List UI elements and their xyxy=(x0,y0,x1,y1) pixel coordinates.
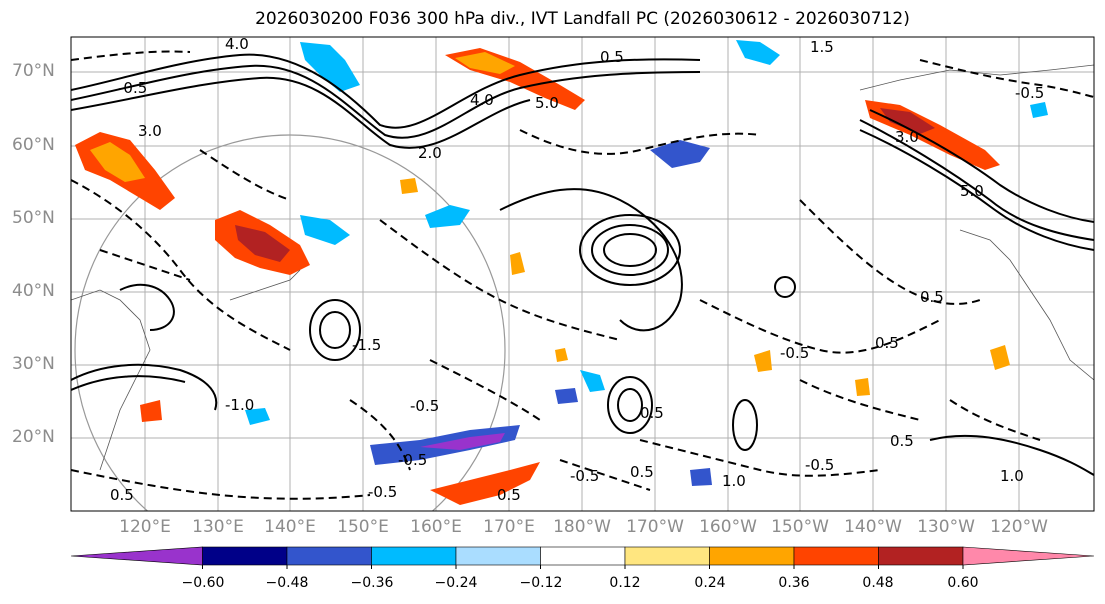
colorbar-tick-label: 0.12 xyxy=(609,575,641,591)
contour-label: 4.0 xyxy=(470,91,494,109)
map-frame xyxy=(70,36,1095,512)
colorbar-cell xyxy=(455,546,541,566)
colorbar-tick-label: −0.24 xyxy=(434,575,478,591)
lat-label: 20°N xyxy=(12,427,55,447)
lon-label: 120°E xyxy=(119,517,171,537)
colorbar-tick-label: 0.48 xyxy=(862,575,894,591)
lat-label: 30°N xyxy=(12,354,55,374)
colorbar-tick-label: 0.36 xyxy=(778,575,810,591)
contour-label: 1.0 xyxy=(722,472,746,490)
colorbar-cell xyxy=(371,546,457,566)
contour-label: 1.0 xyxy=(1000,467,1024,485)
lat-label: 40°N xyxy=(12,281,55,301)
colorbar-cell xyxy=(793,546,879,566)
contour-label: -1.5 xyxy=(352,336,381,354)
colorbar-cells xyxy=(70,546,1095,566)
colorbar-ticks xyxy=(202,565,964,569)
contour-label: 2.0 xyxy=(418,144,442,162)
contour-label: -0.5 xyxy=(398,451,427,469)
lon-label: 130°W xyxy=(917,517,975,537)
contour-label: 0.5 xyxy=(920,288,944,306)
colorbar-cell xyxy=(962,546,1095,566)
contour-labels: 4.0 0.5 -0.5 1.5 3.0 2.0 5.0 4.0 -0.5 0.… xyxy=(110,35,1044,504)
colorbar-cell xyxy=(540,546,626,566)
lon-label: 150°E xyxy=(337,517,389,537)
contour-label: 0.5 xyxy=(497,486,521,504)
lon-label: 140°W xyxy=(844,517,902,537)
lon-label: 160°E xyxy=(410,517,462,537)
contour-label: 5.0 xyxy=(535,94,559,112)
divergence-shading xyxy=(75,40,1048,505)
lat-label: 60°N xyxy=(12,135,55,155)
contour-label: 0.5 xyxy=(875,334,899,352)
graticule xyxy=(71,37,1094,511)
map-title: 2026030200 F036 300 hPa div., IVT Landfa… xyxy=(255,9,910,29)
colorbar-cell xyxy=(202,546,288,566)
contour-label: 4.0 xyxy=(225,35,249,53)
map-plot-area: 4.0 0.5 -0.5 1.5 3.0 2.0 5.0 4.0 -0.5 0.… xyxy=(71,35,1094,511)
contour-label: 3.0 xyxy=(895,128,919,146)
contour-label: 0.5 xyxy=(640,404,664,422)
colorbar xyxy=(70,546,1095,569)
contour-label: 0.5 xyxy=(110,486,134,504)
lon-label: 130°E xyxy=(192,517,244,537)
lon-label: 150°W xyxy=(771,517,829,537)
contour-label: 0.5 xyxy=(890,432,914,450)
contour-label: -0.5 xyxy=(368,483,397,501)
colorbar-cell xyxy=(286,546,372,566)
colorbar-tick-label: −0.12 xyxy=(519,575,563,591)
lon-label: 120°W xyxy=(990,517,1048,537)
colorbar-cell xyxy=(70,546,203,566)
contour-label: -0.5 xyxy=(805,456,834,474)
dashed-contours xyxy=(71,50,1094,500)
colorbar-tick-label: −0.48 xyxy=(265,575,309,591)
contour-label: 3.0 xyxy=(138,122,162,140)
colorbar-tick-label: −0.60 xyxy=(181,575,225,591)
contour-label: -0.5 xyxy=(410,397,439,415)
lat-label: 50°N xyxy=(12,208,55,228)
colorbar-cell xyxy=(709,546,795,566)
lat-label: 70°N xyxy=(12,61,55,81)
colorbar-cell xyxy=(624,546,710,566)
colorbar-cell xyxy=(878,546,964,566)
colorbar-tick-label: −0.36 xyxy=(350,575,394,591)
contour-label: 0.5 xyxy=(630,463,654,481)
lon-label: 170°E xyxy=(483,517,535,537)
lon-label: 140°E xyxy=(264,517,316,537)
contour-label: -0.5 xyxy=(1015,84,1044,102)
contour-label: 1.5 xyxy=(810,38,834,56)
colorbar-tick-label: 0.60 xyxy=(947,575,979,591)
contour-label: -0.5 xyxy=(570,467,599,485)
colorbar-tick-label: 0.24 xyxy=(694,575,726,591)
contour-label: 0.5 xyxy=(600,48,624,66)
coastlines xyxy=(71,64,1094,471)
contour-label: 5.0 xyxy=(960,182,984,200)
contour-label: -0.5 xyxy=(780,344,809,362)
lon-label: 160°W xyxy=(699,517,757,537)
solid-contours xyxy=(71,53,1094,476)
lon-label: 170°W xyxy=(626,517,684,537)
contour-label: -1.0 xyxy=(225,396,254,414)
lon-label: 180°W xyxy=(553,517,611,537)
contour-label: -0.5 xyxy=(118,79,147,97)
